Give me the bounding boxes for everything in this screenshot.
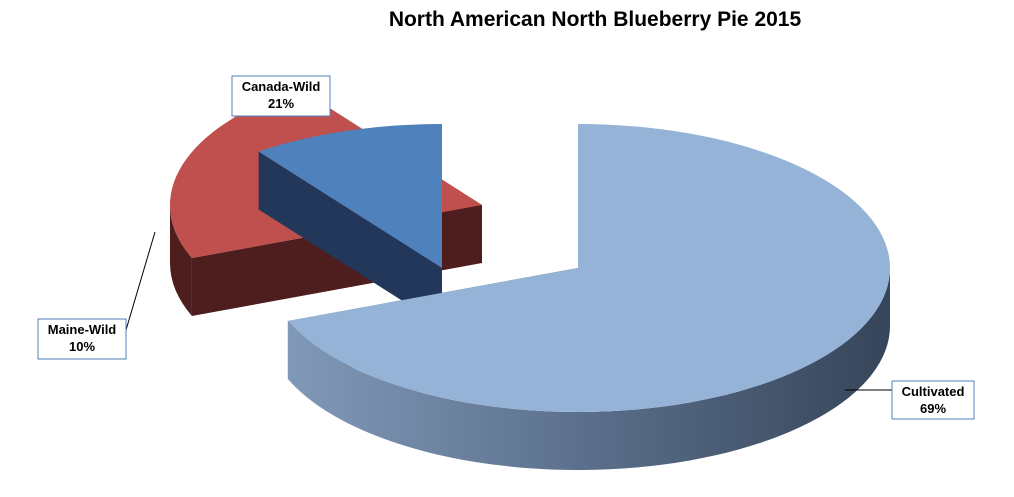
label-category: Cultivated <box>902 384 965 399</box>
slice-outer-wall <box>170 205 192 317</box>
pie-slice-maine-wild <box>258 124 442 326</box>
slice-outer-wall <box>287 268 890 471</box>
label-value: 21% <box>268 96 294 111</box>
data-label-canada-wild: Canada-Wild 21% <box>231 75 331 117</box>
data-label-cultivated: Cultivated 69% <box>845 380 975 420</box>
label-box <box>891 380 975 420</box>
label-category: Canada-Wild <box>242 79 321 94</box>
label-box <box>37 318 127 360</box>
label-box <box>231 75 331 117</box>
label-category: Maine-Wild <box>48 322 117 337</box>
label-value: 69% <box>920 401 946 416</box>
leader-line <box>125 231 156 331</box>
label-value: 10% <box>69 339 95 354</box>
slice-side-wall <box>258 151 442 326</box>
chart-title: North American North Blueberry Pie 2015 <box>388 8 802 31</box>
data-label-maine-wild: Maine-Wild 10% <box>37 231 156 360</box>
pie-slice-cultivated <box>287 124 891 471</box>
slice-top <box>258 124 442 268</box>
slice-top <box>287 124 891 413</box>
